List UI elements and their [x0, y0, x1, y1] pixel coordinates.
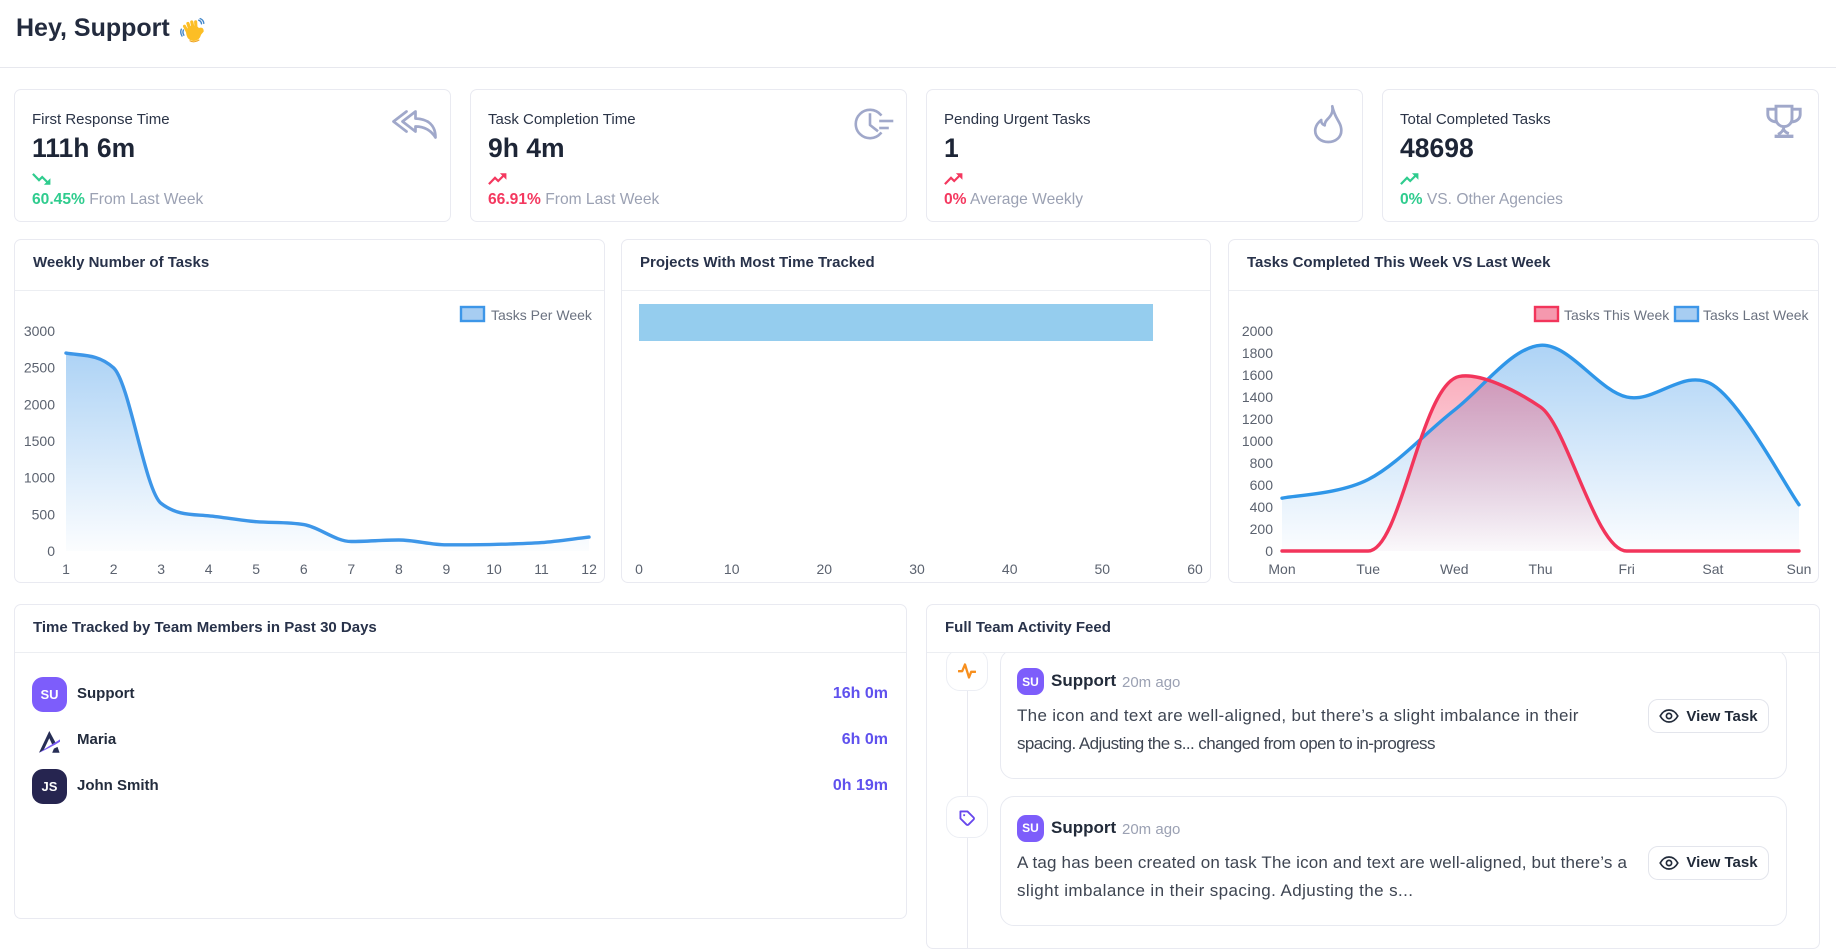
svg-text:Mon: Mon	[1268, 561, 1295, 577]
svg-text:6: 6	[300, 561, 308, 577]
svg-text:Tasks Last Week: Tasks Last Week	[1703, 307, 1810, 323]
svg-text:4: 4	[205, 561, 213, 577]
svg-text:5: 5	[252, 561, 260, 577]
svg-text:11: 11	[534, 561, 549, 577]
svg-text:Fri: Fri	[1619, 561, 1635, 577]
svg-text:50: 50	[1095, 561, 1111, 577]
svg-text:Thu: Thu	[1528, 561, 1552, 577]
svg-text:400: 400	[1250, 499, 1274, 515]
svg-text:2: 2	[110, 561, 118, 577]
svg-text:0: 0	[47, 543, 55, 559]
svg-text:20: 20	[817, 561, 833, 577]
svg-text:10: 10	[724, 561, 740, 577]
svg-text:1000: 1000	[1242, 433, 1273, 449]
svg-text:8: 8	[395, 561, 403, 577]
svg-text:Tasks This Week: Tasks This Week	[1564, 307, 1670, 323]
svg-text:1500: 1500	[24, 433, 55, 449]
svg-text:9: 9	[443, 561, 451, 577]
svg-text:3: 3	[157, 561, 165, 577]
svg-text:2000: 2000	[24, 396, 55, 412]
svg-text:Tasks Per Week: Tasks Per Week	[491, 307, 593, 323]
svg-text:600: 600	[1250, 477, 1274, 493]
svg-text:1000: 1000	[24, 470, 55, 486]
svg-text:0: 0	[635, 561, 643, 577]
svg-text:1: 1	[62, 561, 70, 577]
svg-text:500: 500	[32, 506, 56, 522]
svg-text:Sat: Sat	[1702, 561, 1723, 577]
svg-text:1800: 1800	[1242, 345, 1273, 361]
svg-text:30: 30	[909, 561, 925, 577]
svg-text:1600: 1600	[1242, 367, 1273, 383]
svg-text:2000: 2000	[1242, 323, 1273, 339]
svg-text:40: 40	[1002, 561, 1018, 577]
svg-text:12: 12	[581, 561, 597, 577]
svg-text:1200: 1200	[1242, 411, 1273, 427]
svg-text:2500: 2500	[24, 360, 55, 376]
svg-text:60: 60	[1187, 561, 1203, 577]
svg-text:7: 7	[347, 561, 355, 577]
svg-text:0: 0	[1265, 543, 1273, 559]
svg-text:3000: 3000	[24, 323, 55, 339]
svg-text:1400: 1400	[1242, 389, 1273, 405]
svg-text:Tue: Tue	[1356, 561, 1380, 577]
svg-text:Sun: Sun	[1787, 561, 1812, 577]
svg-text:10: 10	[486, 561, 502, 577]
svg-text:Wed: Wed	[1440, 561, 1469, 577]
svg-text:800: 800	[1250, 455, 1274, 471]
svg-text:200: 200	[1250, 521, 1274, 537]
